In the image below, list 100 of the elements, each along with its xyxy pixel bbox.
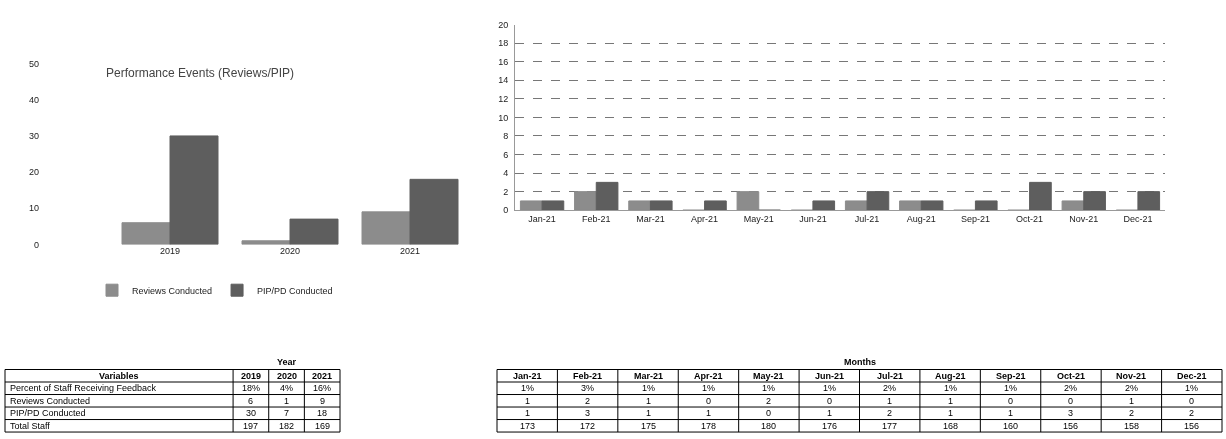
category-label: 2020 <box>277 371 298 381</box>
x-tick-label: Aug-21 <box>906 214 936 225</box>
data-label: 2% <box>883 383 897 393</box>
y-tick-label: 30 <box>28 131 39 142</box>
bar <box>899 200 922 211</box>
category-label: Mar-21 <box>634 371 664 381</box>
y-tick-label: 40 <box>28 94 39 105</box>
x-tick-label: Dec-21 <box>1123 214 1153 225</box>
data-label: 0 <box>1008 396 1014 406</box>
category-label: Jun-21 <box>815 371 845 381</box>
category-label: Jan-21 <box>513 371 542 381</box>
text: Percent of Staff Receiving Feedback <box>10 383 157 393</box>
data-label: 0 <box>1189 396 1195 406</box>
data-label: 169 <box>315 421 331 431</box>
x-tick-label: 2021 <box>399 246 421 257</box>
data-label: 0 <box>706 396 712 406</box>
category-label: Dec-21 <box>1177 371 1207 381</box>
data-label: 1 <box>948 408 954 418</box>
bar <box>595 181 619 211</box>
bar <box>409 178 459 245</box>
bar <box>844 200 868 211</box>
data-label: 3 <box>585 408 591 418</box>
x-tick-label: 2020 <box>279 246 301 257</box>
data-label: 1% <box>944 383 958 393</box>
text: Total Staff <box>10 421 51 431</box>
data-label: 1 <box>525 396 531 406</box>
data-label: 18% <box>242 383 261 393</box>
bar <box>574 191 597 211</box>
x-tick-label: Nov-21 <box>1069 214 1099 225</box>
bar <box>736 191 760 211</box>
bar <box>974 200 998 211</box>
data-label: 7 <box>284 408 290 418</box>
bar <box>1029 181 1052 211</box>
bar <box>541 200 565 211</box>
bar <box>519 200 543 211</box>
data-label: 168 <box>943 421 959 431</box>
legend-label: Reviews Conducted <box>132 285 213 296</box>
x-tick-label: Jan-21 <box>528 214 556 225</box>
bar <box>866 191 890 211</box>
category-label: Aug-21 <box>935 371 966 381</box>
data-label: 3 <box>1068 408 1074 418</box>
data-label: 0 <box>827 396 833 406</box>
data-label: 158 <box>1124 421 1140 431</box>
data-label: 197 <box>243 421 259 431</box>
y-tick-label: 0 <box>503 205 509 216</box>
x-tick-label: Oct-21 <box>1016 214 1044 225</box>
bar <box>628 200 651 211</box>
text: Reviews Conducted <box>10 396 91 406</box>
data-label: 176 <box>822 421 838 431</box>
data-label: 173 <box>520 421 536 431</box>
category-label: Jul-21 <box>877 371 904 381</box>
bar <box>649 200 673 211</box>
bar <box>920 200 944 211</box>
data-label: 1% <box>521 383 535 393</box>
bar <box>241 240 291 245</box>
data-label: 1 <box>646 396 652 406</box>
y-tick-label: 16 <box>498 56 509 67</box>
x-tick-label: Sep-21 <box>960 214 990 225</box>
data-label: 1% <box>702 383 716 393</box>
data-label: 1% <box>1185 383 1199 393</box>
data-label: 3% <box>581 383 595 393</box>
data-label: 1% <box>1004 383 1018 393</box>
text: Months <box>844 357 876 367</box>
data-label: 1 <box>1129 396 1135 406</box>
category-label: 2021 <box>312 371 333 381</box>
data-label: 178 <box>701 421 717 431</box>
x-tick-label: 2019 <box>159 246 181 257</box>
data-label: 180 <box>761 421 777 431</box>
y-tick-label: 8 <box>503 131 509 142</box>
data-label: 16% <box>313 383 332 393</box>
y-tick-label: 50 <box>28 58 39 69</box>
y-tick-label: 20 <box>498 19 509 30</box>
data-label: 177 <box>882 421 898 431</box>
text: PIP/PD Conducted <box>10 408 86 418</box>
bar <box>704 200 727 211</box>
data-label: 1 <box>1008 408 1014 418</box>
data-label: 175 <box>641 421 657 431</box>
x-tick-label: Feb-21 <box>581 214 611 225</box>
data-label: 1% <box>642 383 656 393</box>
x-tick-label: Jul-21 <box>854 214 880 225</box>
y-tick-label: 6 <box>503 149 509 160</box>
legend-title: Variables <box>99 371 139 381</box>
y-tick-label: 18 <box>498 38 509 49</box>
data-label: 160 <box>1003 421 1019 431</box>
bar <box>289 218 339 245</box>
data-label: 156 <box>1184 421 1200 431</box>
data-label: 4% <box>280 383 294 393</box>
bar <box>361 211 411 245</box>
y-tick-label: 2 <box>503 186 509 197</box>
data-label: 1 <box>948 396 954 406</box>
category-label: Oct-21 <box>1057 371 1086 381</box>
data-label: 18 <box>317 408 328 418</box>
data-label: 2% <box>1125 383 1139 393</box>
data-label: 1% <box>823 383 837 393</box>
category-label: Sep-21 <box>996 371 1026 381</box>
data-label: 156 <box>1063 421 1079 431</box>
data-label: 6 <box>248 396 254 406</box>
data-label: 1 <box>646 408 652 418</box>
data-label: 2 <box>1189 408 1195 418</box>
data-label: 2 <box>1129 408 1135 418</box>
